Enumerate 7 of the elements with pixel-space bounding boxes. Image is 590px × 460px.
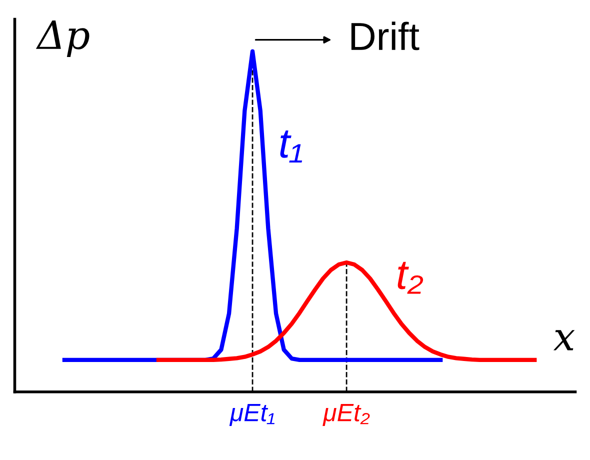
x-axis-title: x — [553, 330, 575, 350]
x-tick-label: μEt₁ — [229, 404, 275, 426]
x-tick-label: μEt₂ — [322, 404, 370, 426]
series-label: t₁ — [280, 130, 302, 162]
text: Drift — [351, 22, 420, 50]
y-axis-title: Δp — [36, 20, 90, 57]
series-label: t₂ — [398, 262, 424, 294]
